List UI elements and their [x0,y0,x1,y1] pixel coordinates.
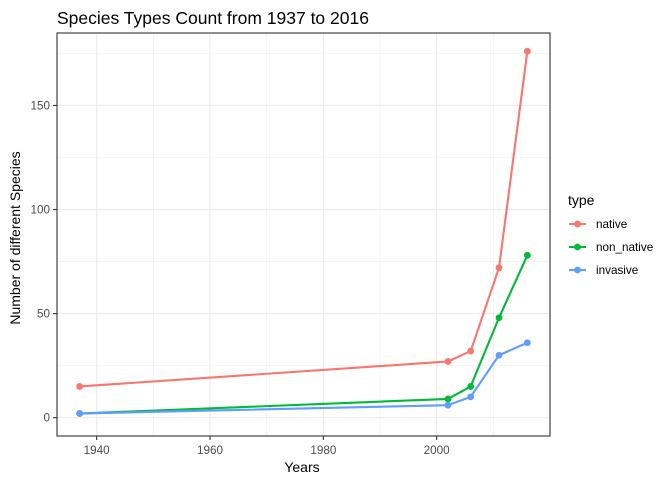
data-point-native [467,347,475,355]
legend-label: non_native [596,241,653,254]
data-point-non_native [467,383,475,390]
chart-title: Species Types Count from 1937 to 2016 [57,8,369,28]
data-point-invasive [444,401,452,409]
series-line-non_native [79,254,529,415]
x-tick-label: 2000 [424,444,451,457]
data-point-invasive [76,410,84,417]
axes: 1940 1960 1980 2000 0 50 100 150 [30,32,551,457]
data-point-invasive [467,393,475,401]
data-point-native [444,358,452,365]
series-native [76,47,531,390]
legend: type native non_native invasive [568,192,653,277]
legend-title: type [568,192,595,208]
y-axis-title: Number of different Species [7,151,23,324]
data-point-non_native [444,395,452,403]
data-point-native [523,47,531,55]
x-tick-label: 1940 [84,444,111,457]
data-point-native [495,264,503,272]
series-layer [76,47,531,417]
panel-border [56,32,551,437]
x-tick-label: 1960 [197,444,224,457]
y-tick-label: 0 [43,412,50,425]
series-line-native [79,51,529,388]
data-point-invasive [495,351,503,359]
legend-item-non_native: non_native [569,241,653,254]
series-invasive [76,339,531,417]
legend-item-native: native [569,218,627,231]
legend-key-point [574,266,581,274]
x-tick-label: 1980 [310,444,337,457]
data-point-non_native [523,251,531,259]
y-tick-label: 50 [37,308,51,321]
legend-label: invasive [596,264,638,277]
series-line-invasive [79,341,528,415]
y-tick-label: 150 [30,99,50,112]
series-non_native [76,251,531,417]
legend-item-invasive: invasive [569,264,638,277]
legend-key-point [574,243,581,251]
data-point-native [76,383,84,390]
x-axis-title: Years [284,459,319,475]
legend-key-point [574,220,581,228]
y-tick-label: 100 [30,204,50,217]
data-point-invasive [523,339,531,347]
data-point-non_native [495,314,503,322]
grid [57,33,550,436]
legend-label: native [596,218,627,231]
